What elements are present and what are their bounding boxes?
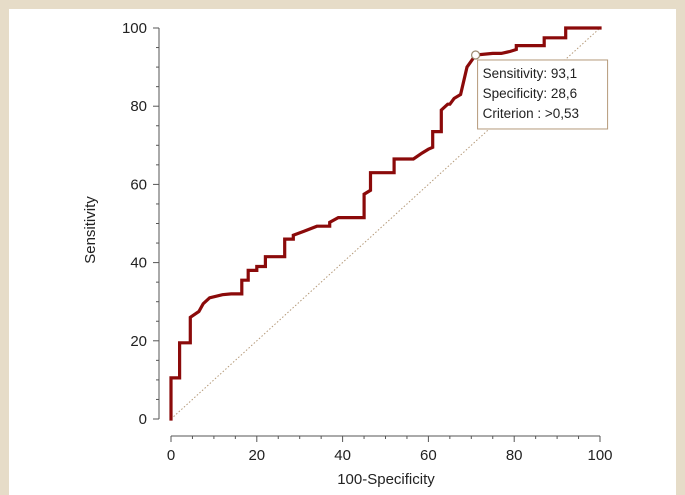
x-tick-label: 0 [167, 447, 175, 464]
annotation-line: Specificity: 28,6 [483, 86, 578, 101]
annotation-line: Criterion : >0,53 [483, 106, 579, 121]
y-tick-label: 20 [130, 333, 147, 350]
x-tick-label: 100 [587, 447, 612, 464]
y-tick-label: 80 [130, 98, 147, 115]
x-axis-title: 100-Specificity [337, 471, 435, 488]
criterion-annotation-box [477, 59, 609, 130]
roc-chart: 0 20 40 60 80 100 0 20 40 60 80 100 Sensitivity: 93… [82, 20, 613, 488]
y-tick-label: 60 [130, 176, 147, 193]
y-axis-title: Sensitivity [82, 196, 99, 264]
x-tick-label: 20 [248, 447, 265, 464]
x-tick-label: 60 [420, 447, 437, 464]
annotation-line: Sensitivity: 93,1 [483, 66, 578, 81]
chart-panel: 0 20 40 60 80 100 0 20 40 60 80 100 Sensitivity: 93… [9, 9, 676, 495]
y-tick-label: 40 [130, 255, 147, 272]
y-tick-label: 100 [122, 20, 147, 37]
x-tick-label: 80 [506, 447, 523, 464]
roc-curve-line [169, 26, 602, 421]
optimal-criterion-marker [470, 50, 481, 60]
y-tick-label: 0 [139, 411, 147, 428]
x-tick-label: 40 [334, 447, 351, 464]
